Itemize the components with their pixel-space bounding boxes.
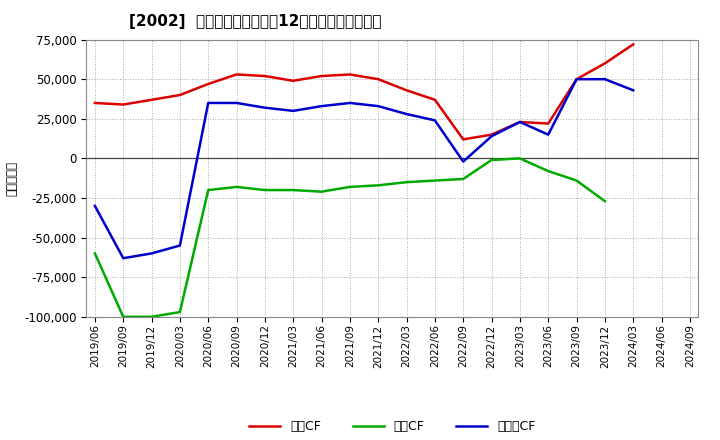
Text: [2002]  キャッシュフローの12か月移動合計の推移: [2002] キャッシュフローの12か月移動合計の推移	[130, 14, 382, 29]
営業CF	[148, 97, 156, 103]
Line: 投資CF: 投資CF	[95, 158, 605, 317]
Line: 営業CF: 営業CF	[95, 44, 633, 139]
フリーCF	[148, 251, 156, 256]
投資CF	[176, 309, 184, 315]
投資CF	[346, 184, 354, 190]
フリーCF	[176, 243, 184, 248]
営業CF	[119, 102, 127, 107]
投資CF	[318, 189, 326, 194]
Legend: 営業CF, 投資CF, フリーCF: 営業CF, 投資CF, フリーCF	[249, 420, 536, 433]
営業CF	[289, 78, 297, 84]
フリーCF	[261, 105, 269, 110]
営業CF	[544, 121, 552, 126]
投資CF	[572, 178, 581, 183]
フリーCF	[119, 256, 127, 261]
投資CF	[459, 176, 467, 182]
投資CF	[204, 187, 212, 193]
投資CF	[148, 314, 156, 319]
投資CF	[402, 180, 411, 185]
投資CF	[544, 169, 552, 174]
フリーCF	[572, 77, 581, 82]
投資CF	[289, 187, 297, 193]
営業CF	[459, 137, 467, 142]
投資CF	[119, 314, 127, 319]
営業CF	[600, 61, 609, 66]
フリーCF	[346, 100, 354, 106]
営業CF	[318, 73, 326, 79]
投資CF	[261, 187, 269, 193]
営業CF	[629, 42, 637, 47]
フリーCF	[629, 88, 637, 93]
投資CF	[431, 178, 439, 183]
営業CF	[431, 97, 439, 103]
営業CF	[402, 88, 411, 93]
フリーCF	[289, 108, 297, 114]
フリーCF	[204, 100, 212, 106]
営業CF	[374, 77, 382, 82]
営業CF	[204, 81, 212, 87]
営業CF	[176, 92, 184, 98]
フリーCF	[487, 134, 496, 139]
フリーCF	[402, 111, 411, 117]
投資CF	[487, 158, 496, 163]
営業CF	[572, 77, 581, 82]
営業CF	[261, 73, 269, 79]
フリーCF	[600, 77, 609, 82]
フリーCF	[544, 132, 552, 137]
フリーCF	[91, 203, 99, 209]
投資CF	[516, 156, 524, 161]
Line: フリーCF: フリーCF	[95, 79, 633, 258]
フリーCF	[516, 119, 524, 125]
フリーCF	[459, 159, 467, 164]
フリーCF	[318, 103, 326, 109]
営業CF	[233, 72, 241, 77]
Y-axis label: （百万円）: （百万円）	[6, 161, 19, 196]
営業CF	[346, 72, 354, 77]
営業CF	[487, 132, 496, 137]
投資CF	[233, 184, 241, 190]
営業CF	[91, 100, 99, 106]
営業CF	[516, 119, 524, 125]
投資CF	[91, 251, 99, 256]
フリーCF	[374, 103, 382, 109]
フリーCF	[431, 118, 439, 123]
投資CF	[374, 183, 382, 188]
投資CF	[600, 198, 609, 204]
フリーCF	[233, 100, 241, 106]
